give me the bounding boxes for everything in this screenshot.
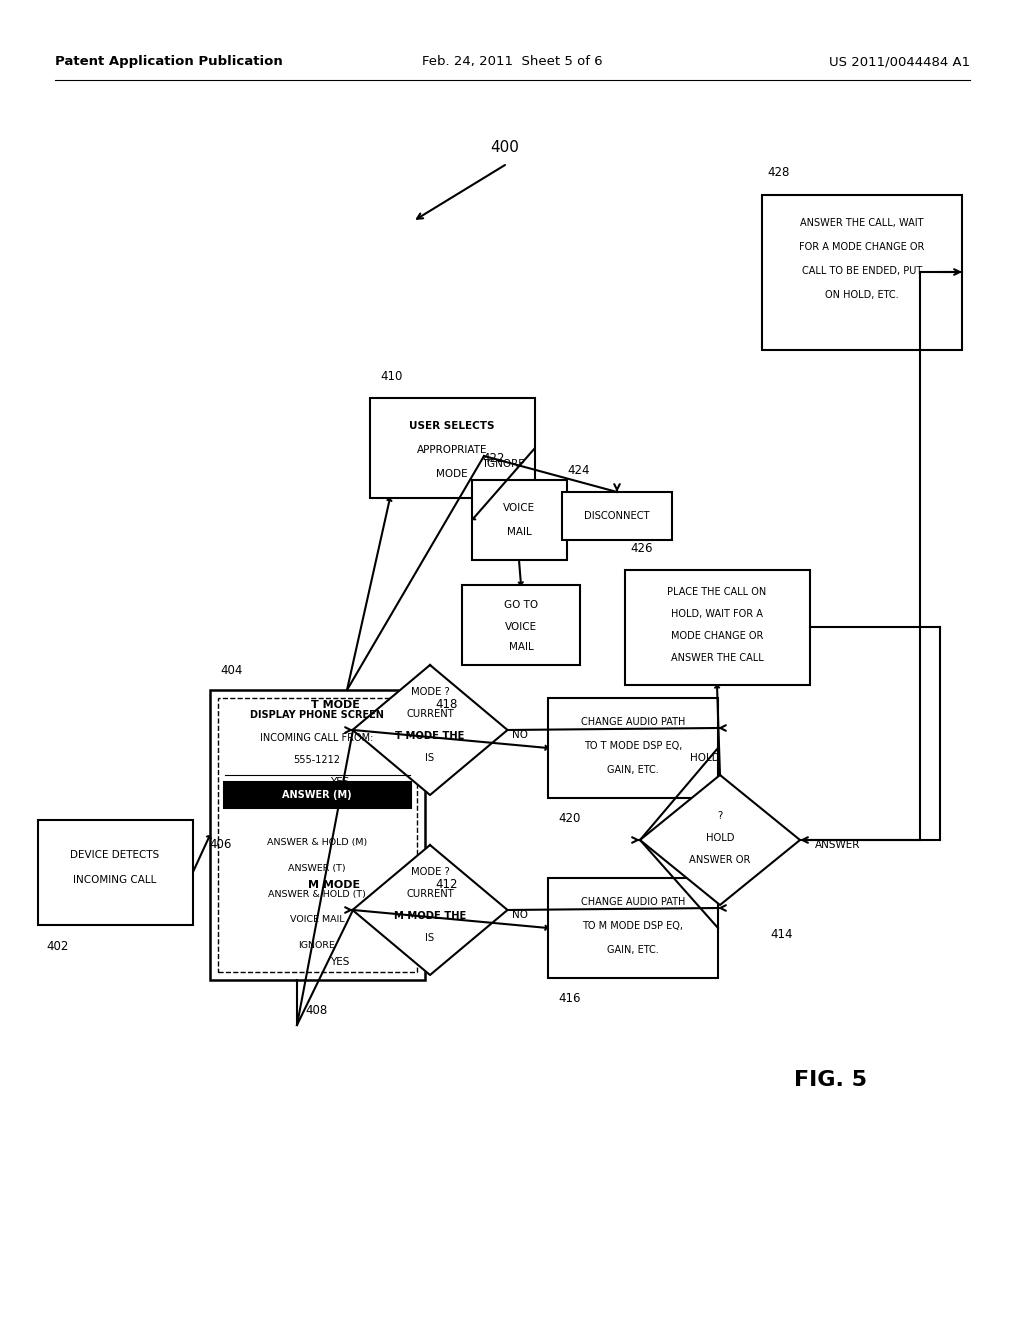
- Text: NO: NO: [512, 909, 528, 920]
- FancyBboxPatch shape: [548, 878, 718, 978]
- FancyBboxPatch shape: [472, 480, 567, 560]
- Text: ANSWER THE CALL: ANSWER THE CALL: [671, 653, 763, 663]
- Text: YES: YES: [331, 957, 349, 968]
- Text: ANSWER: ANSWER: [815, 840, 860, 850]
- Text: M MODE THE: M MODE THE: [394, 911, 466, 921]
- Text: 402: 402: [47, 940, 70, 953]
- Text: VOICE: VOICE: [505, 622, 537, 632]
- Text: ON HOLD, ETC.: ON HOLD, ETC.: [825, 290, 899, 300]
- Text: INCOMING CALL FROM:: INCOMING CALL FROM:: [260, 733, 374, 743]
- Text: 404: 404: [220, 664, 243, 676]
- Text: HOLD, WAIT FOR A: HOLD, WAIT FOR A: [671, 609, 763, 619]
- FancyBboxPatch shape: [38, 820, 193, 925]
- Text: 412: 412: [435, 879, 458, 891]
- Text: MAIL: MAIL: [507, 527, 531, 537]
- Text: M MODE: M MODE: [308, 880, 360, 890]
- FancyBboxPatch shape: [370, 399, 535, 498]
- Text: IS: IS: [425, 933, 434, 942]
- Text: 410: 410: [380, 370, 402, 383]
- Text: MODE ?: MODE ?: [411, 867, 450, 876]
- Polygon shape: [640, 775, 800, 906]
- Text: FIG. 5: FIG. 5: [794, 1071, 866, 1090]
- Text: 414: 414: [770, 928, 793, 941]
- Text: DISCONNECT: DISCONNECT: [584, 511, 650, 521]
- FancyBboxPatch shape: [548, 698, 718, 799]
- Text: T MODE: T MODE: [311, 700, 360, 710]
- Text: YES: YES: [331, 777, 349, 787]
- Text: Patent Application Publication: Patent Application Publication: [55, 55, 283, 69]
- Text: MODE: MODE: [436, 469, 468, 479]
- FancyBboxPatch shape: [224, 781, 411, 808]
- FancyBboxPatch shape: [210, 690, 425, 979]
- Text: HOLD: HOLD: [690, 752, 720, 763]
- Text: CURRENT: CURRENT: [407, 888, 454, 899]
- Text: 420: 420: [558, 812, 581, 825]
- FancyBboxPatch shape: [625, 570, 810, 685]
- Text: 408: 408: [306, 1003, 328, 1016]
- Text: VOICE MAIL: VOICE MAIL: [290, 916, 344, 924]
- Text: DISPLAY PHONE SCREEN: DISPLAY PHONE SCREEN: [250, 710, 384, 719]
- Text: MODE ?: MODE ?: [411, 686, 450, 697]
- Text: TO T MODE DSP EQ,: TO T MODE DSP EQ,: [584, 741, 682, 751]
- FancyBboxPatch shape: [218, 698, 417, 972]
- Text: CHANGE AUDIO PATH: CHANGE AUDIO PATH: [581, 898, 685, 907]
- Text: Feb. 24, 2011  Sheet 5 of 6: Feb. 24, 2011 Sheet 5 of 6: [422, 55, 602, 69]
- Text: VOICE: VOICE: [503, 503, 536, 513]
- Text: FOR A MODE CHANGE OR: FOR A MODE CHANGE OR: [800, 242, 925, 252]
- Text: NO: NO: [512, 730, 528, 741]
- Text: APPROPRIATE: APPROPRIATE: [417, 445, 487, 455]
- FancyBboxPatch shape: [462, 585, 580, 665]
- Text: 424: 424: [567, 463, 590, 477]
- Text: IGNORE: IGNORE: [299, 941, 336, 950]
- Text: DEVICE DETECTS: DEVICE DETECTS: [71, 850, 160, 861]
- Text: CHANGE AUDIO PATH: CHANGE AUDIO PATH: [581, 717, 685, 727]
- Text: 426: 426: [630, 541, 652, 554]
- Text: T MODE THE: T MODE THE: [395, 731, 465, 741]
- FancyBboxPatch shape: [562, 492, 672, 540]
- Text: ANSWER OR: ANSWER OR: [689, 855, 751, 865]
- Text: 428: 428: [767, 166, 790, 180]
- Text: ?: ?: [718, 810, 723, 821]
- Text: GO TO: GO TO: [504, 601, 538, 610]
- Text: ANSWER (M): ANSWER (M): [283, 789, 352, 800]
- Text: IS: IS: [425, 752, 434, 763]
- Text: 418: 418: [435, 698, 458, 711]
- Text: ANSWER THE CALL, WAIT: ANSWER THE CALL, WAIT: [800, 218, 924, 228]
- Text: 416: 416: [558, 991, 581, 1005]
- Text: US 2011/0044484 A1: US 2011/0044484 A1: [828, 55, 970, 69]
- Text: 422: 422: [482, 451, 505, 465]
- Text: PLACE THE CALL ON: PLACE THE CALL ON: [668, 587, 767, 597]
- Text: HOLD: HOLD: [706, 833, 734, 843]
- FancyBboxPatch shape: [762, 195, 962, 350]
- Text: ANSWER (T): ANSWER (T): [288, 863, 346, 873]
- Text: GAIN, ETC.: GAIN, ETC.: [607, 945, 658, 954]
- Text: MAIL: MAIL: [509, 642, 534, 652]
- Text: ANSWER & HOLD (T): ANSWER & HOLD (T): [268, 890, 366, 899]
- Text: MODE CHANGE OR: MODE CHANGE OR: [671, 631, 763, 642]
- Text: ANSWER & HOLD (M): ANSWER & HOLD (M): [267, 837, 368, 846]
- Text: IGNORE: IGNORE: [484, 459, 524, 469]
- Text: TO M MODE DSP EQ,: TO M MODE DSP EQ,: [583, 921, 683, 931]
- Text: INCOMING CALL: INCOMING CALL: [74, 875, 157, 884]
- Text: 406: 406: [210, 838, 232, 851]
- Text: GAIN, ETC.: GAIN, ETC.: [607, 766, 658, 775]
- Text: USER SELECTS: USER SELECTS: [410, 421, 495, 432]
- Text: 400: 400: [490, 140, 519, 156]
- Text: CALL TO BE ENDED, PUT: CALL TO BE ENDED, PUT: [802, 267, 923, 276]
- Text: CURRENT: CURRENT: [407, 709, 454, 719]
- Polygon shape: [352, 665, 508, 795]
- Text: 555-1212: 555-1212: [294, 755, 341, 766]
- Polygon shape: [352, 845, 508, 975]
